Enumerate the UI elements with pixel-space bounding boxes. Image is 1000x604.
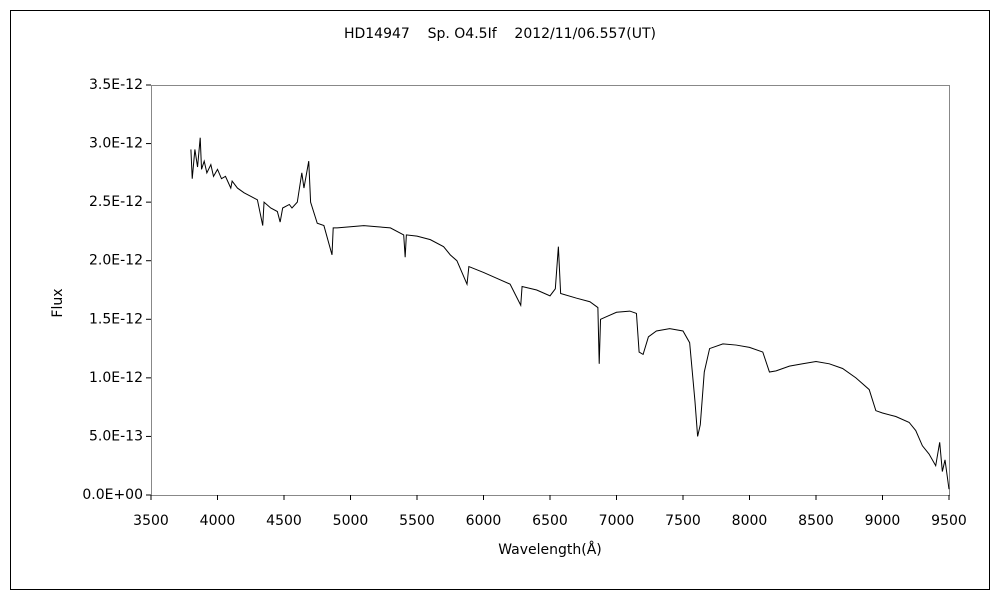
x-tick-label: 7500 — [665, 513, 701, 529]
x-tick-label: 9000 — [865, 513, 901, 529]
y-axis-label: Flux — [50, 288, 66, 317]
spectrum-line — [190, 137, 950, 490]
y-tick-label: 5.0E-13 — [89, 428, 143, 444]
x-tick-label: 4000 — [200, 513, 236, 529]
chart-title: HD14947 Sp. O4.5If 2012/11/06.557(UT) — [344, 26, 656, 42]
x-axis-label: Wavelength(Å) — [498, 541, 602, 558]
y-tick-label: 3.0E-12 — [89, 136, 143, 152]
x-tick-label: 9500 — [931, 513, 967, 529]
plot-area — [151, 85, 950, 496]
y-tick-label: 1.0E-12 — [89, 370, 143, 386]
y-tick-label: 0.0E+00 — [82, 487, 143, 503]
y-tick-label: 1.5E-12 — [89, 311, 143, 327]
x-tick-label: 5500 — [399, 513, 435, 529]
x-tick-label: 7000 — [599, 513, 635, 529]
x-tick-label: 6000 — [466, 513, 502, 529]
x-tick-label: 6500 — [532, 513, 568, 529]
x-tick-label: 8000 — [732, 513, 768, 529]
y-tick-label: 3.5E-12 — [89, 77, 143, 93]
x-tick-label: 4500 — [266, 513, 302, 529]
y-tick-label: 2.5E-12 — [89, 194, 143, 210]
y-tick-label: 2.0E-12 — [89, 253, 143, 269]
x-tick-label: 8500 — [798, 513, 834, 529]
x-tick-label: 3500 — [133, 513, 169, 529]
x-tick-label: 5000 — [333, 513, 369, 529]
